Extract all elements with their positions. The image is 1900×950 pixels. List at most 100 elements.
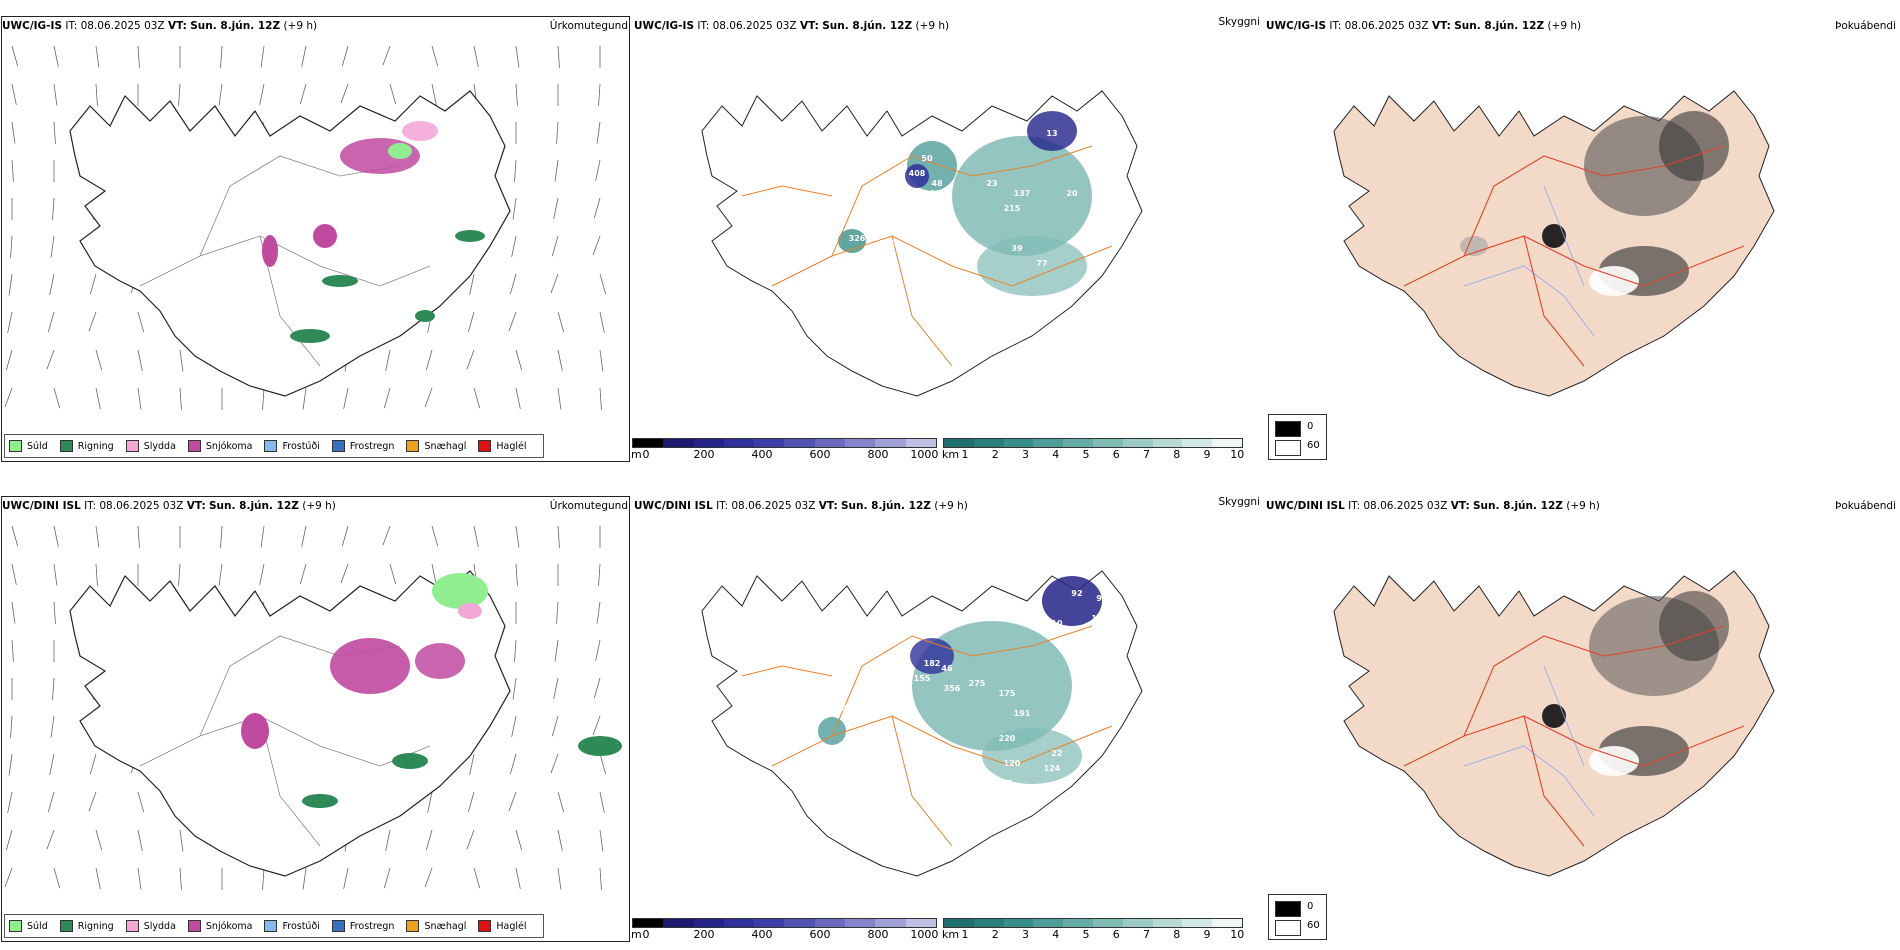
wind-barb (431, 525, 439, 547)
wind-barb (50, 715, 55, 738)
vis-value-label: 124 (1044, 764, 1061, 773)
wind-barb (557, 525, 560, 548)
panel-header: UWC/IG-IS IT: 08.06.2025 03Z VT: Sun. 8.… (2, 20, 317, 32)
vis-km-colorbar: km 1 2 3 4 5 6 7 8 9 10 (942, 918, 1244, 942)
rain-area (290, 329, 330, 343)
legend-item: Slydda (125, 440, 176, 452)
wind-barb (47, 311, 55, 333)
fog-shading (1542, 591, 1729, 776)
wind-barb (179, 867, 182, 890)
lead-time: (+9 h) (1566, 500, 1600, 512)
wind-barb (514, 639, 517, 662)
colorbar-km-bar (943, 918, 1243, 928)
wind-barb (11, 45, 19, 67)
precip-map (4, 525, 622, 890)
it-value: 08.06.2025 03Z (99, 500, 184, 512)
wind-barb (557, 311, 565, 333)
rain-area (578, 736, 622, 756)
wind-barb (53, 601, 56, 624)
legend-item: Snæhagl (406, 920, 466, 932)
it-label: IT: (716, 500, 729, 512)
vis-km-colorbar: km 1 2 3 4 5 6 7 8 9 10 (942, 438, 1244, 462)
road-network (741, 625, 1113, 847)
model-name: UWC/DINI ISL (1266, 500, 1345, 512)
vis-value-label: 120 (1004, 759, 1021, 768)
vis-shading (818, 576, 1102, 784)
wind-barb (95, 867, 101, 890)
vis-value-label: 22 (1051, 749, 1062, 758)
drizzle-area (432, 573, 488, 609)
snow-area (313, 224, 337, 248)
wind-barb (509, 753, 517, 775)
wind-barb (11, 159, 14, 182)
wind-barb (137, 791, 145, 813)
wind-barb (466, 349, 475, 370)
vt-label: VT: (799, 20, 819, 32)
vis-value-label: 159 (874, 744, 891, 753)
wind-barb (550, 753, 559, 774)
vis-value-label: 408 (909, 169, 926, 178)
precip-type-legend: Súld Rigning Slydda Snjókoma Frostúði Fr… (4, 434, 544, 458)
wind-barb (52, 197, 55, 220)
snow-area (330, 638, 410, 694)
wind-barb (11, 639, 14, 662)
wind-barb (424, 867, 433, 888)
wind-barb (425, 829, 433, 851)
precip-type-legend: Súld Rigning Slydda Snjókoma Frostúði Fr… (4, 914, 544, 938)
wind-barb (431, 45, 439, 67)
wind-barb (341, 525, 349, 547)
wind-barb (382, 525, 391, 546)
fog-swatch-white (1275, 440, 1301, 456)
precip-map (4, 45, 607, 410)
wind-barb (53, 563, 58, 586)
snow-area (241, 713, 269, 749)
wind-barb (383, 387, 391, 409)
lead-time: (+9 h) (283, 20, 318, 32)
wind-barb (424, 387, 433, 408)
lead-time: (+9 h) (934, 500, 968, 512)
vis-value-label: 43 (896, 229, 907, 238)
it-value: 08.06.2025 03Z (80, 20, 165, 32)
panel-title: Úrkomutegund (549, 20, 628, 32)
legend-item: Frostregn (331, 920, 394, 932)
legend-item: Snjókoma (187, 920, 252, 932)
wind-barb (178, 83, 181, 106)
rivers (1463, 665, 1595, 817)
wind-barb (515, 83, 518, 106)
vis-value-label: 175 (999, 689, 1016, 698)
legend-item: Súld (9, 920, 48, 932)
wind-barb (299, 563, 307, 585)
wind-barb (427, 791, 433, 814)
legend-item: Slydda (125, 920, 176, 932)
wind-barb (469, 753, 475, 776)
wind-barb (466, 829, 475, 850)
wind-barb (508, 791, 517, 812)
legend-item: Snæhagl (406, 440, 466, 452)
wind-barb (556, 601, 559, 624)
fog-legend-label: 60 (1307, 440, 1320, 451)
wind-barb (473, 45, 479, 68)
fog-legend: 0 60 (1268, 894, 1327, 940)
vis-value-label: 48 (931, 179, 943, 188)
fog-panel: UWC/DINI ISL IT: 08.06.2025 03Z VT: Sun.… (1264, 480, 1900, 950)
wind-barb (599, 791, 605, 814)
vt-label: VT: (1431, 20, 1451, 32)
wind-barb (8, 753, 13, 776)
vt-label: VT: (818, 500, 838, 512)
wind-barb (49, 753, 55, 776)
wind-barb (385, 829, 391, 852)
vis-value-label: 39 (1011, 244, 1023, 253)
wind-barb (557, 791, 565, 813)
wind-barb (50, 235, 55, 258)
wind-barb (556, 121, 559, 144)
vis-value-label: 356 (944, 684, 961, 693)
fog-legend-label: 0 (1307, 421, 1314, 432)
wind-barb (469, 273, 475, 296)
wind-barb (259, 563, 265, 586)
wind-barb (137, 387, 142, 410)
iceland-coastline (69, 90, 511, 397)
road-network (1403, 145, 1745, 367)
vis-value-label: 23 (986, 179, 997, 188)
precip-type-panel: UWC/IG-IS IT: 08.06.2025 03Z VT: Sun. 8.… (0, 0, 632, 470)
legend-item: Súld (9, 440, 48, 452)
